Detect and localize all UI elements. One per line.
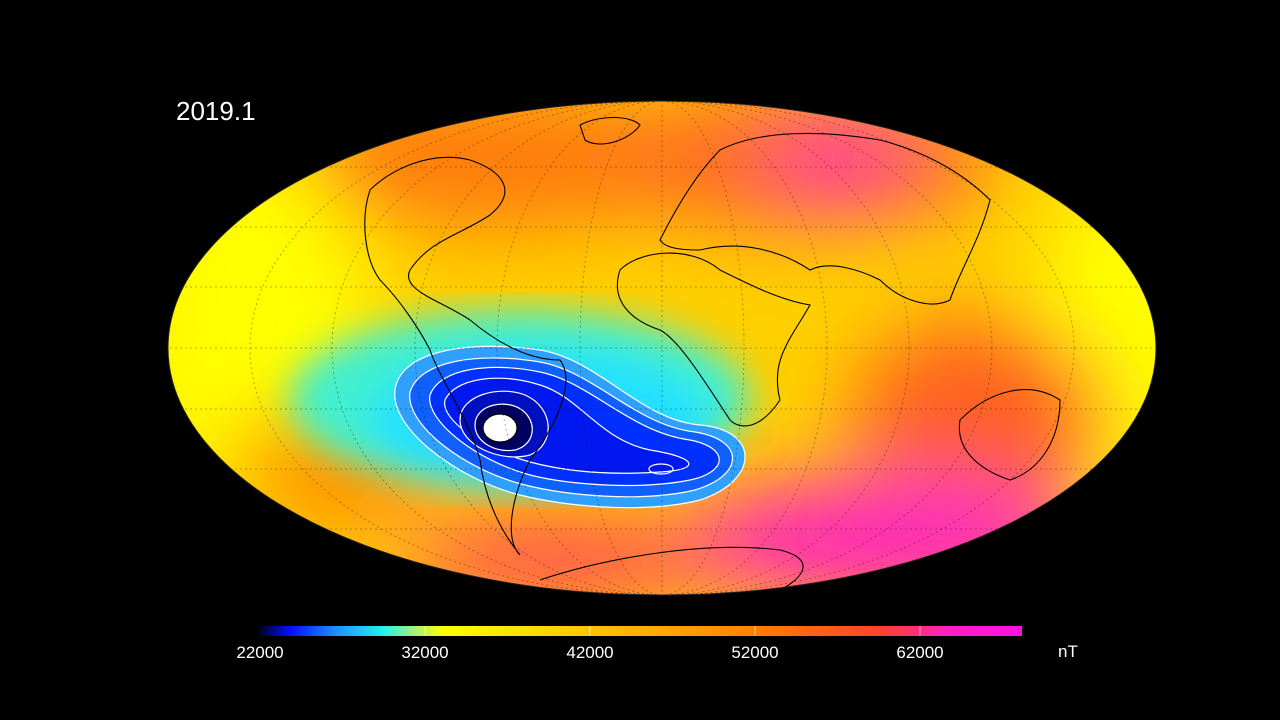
colorbar-tick-label: 32000 [401, 643, 449, 662]
epoch-label: 2019.1 [176, 96, 256, 126]
colorbar-tick-label: 42000 [566, 643, 614, 662]
field-shading [168, 101, 1156, 595]
colorbar-unit: nT [1058, 642, 1078, 661]
coastlines [364, 117, 1061, 591]
colorbar-tick-label: 62000 [896, 643, 944, 662]
colorbar-tick-label: 22000 [236, 643, 284, 662]
colorbar-tick-label: 52000 [731, 643, 779, 662]
anomaly-contours [394, 345, 746, 509]
globe-outline [167, 100, 1157, 596]
colorbar-gradient [260, 626, 1022, 636]
colorbar-ticks [424, 626, 921, 636]
